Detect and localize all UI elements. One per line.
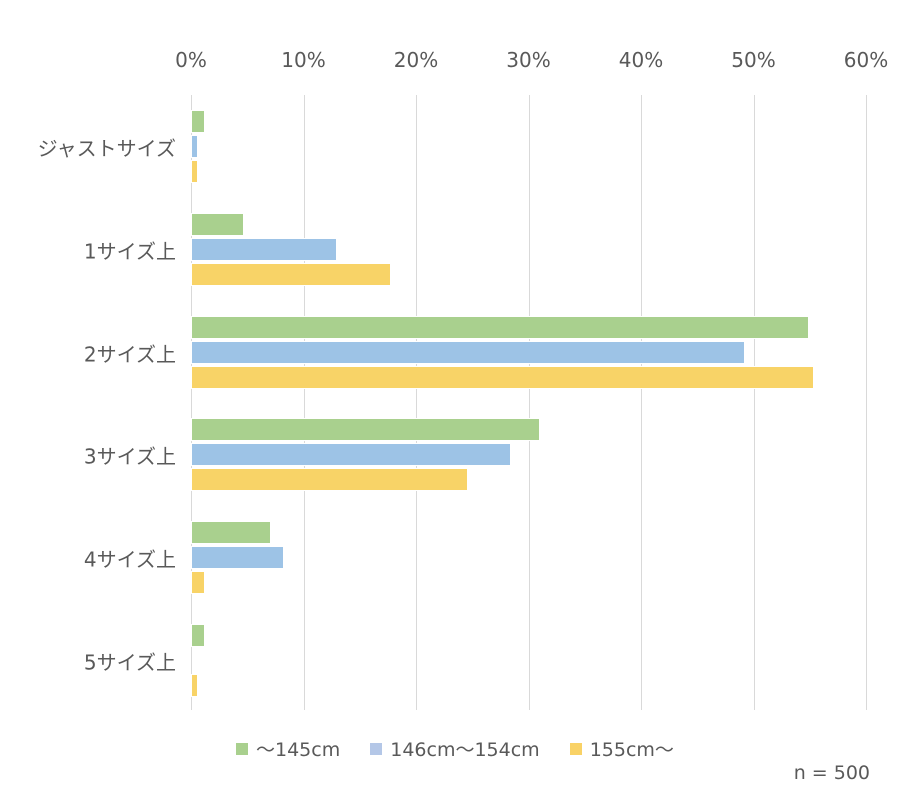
bar [191,110,205,133]
legend-label: 155cm～ [589,739,674,761]
bar [191,237,338,261]
x-tick-label: 20% [393,48,439,72]
category-label: 2サイズ上 [83,342,176,367]
legend-item-series-3: 155cm～ [569,735,674,762]
sample-size-note: n = 500 [793,762,870,784]
category-label: 1サイズ上 [83,239,176,264]
legend-item-series-2: 146cm～154cm [370,735,540,762]
x-tick-label: 50% [731,48,776,72]
gridline [866,95,867,710]
x-tick-label: 30% [506,48,551,72]
bar [191,546,285,570]
legend-swatch-icon [370,742,383,755]
bar [191,262,392,286]
legend-swatch-icon [569,742,582,755]
bar [191,160,198,183]
category-label: 5サイズ上 [83,650,176,675]
bar [191,571,205,595]
x-tick-label: 60% [843,48,889,72]
gridline [529,95,530,710]
bar [191,674,198,697]
bar [191,340,745,364]
legend-item-series-1: ～145cm [236,735,340,762]
bar [191,468,468,492]
bar [191,418,540,442]
legend-label: 146cm～154cm [390,739,540,761]
bar [191,443,511,467]
bar [191,212,244,236]
x-tick-label: 40% [618,48,664,72]
gridline [641,95,642,710]
bar [191,135,198,158]
bar [191,315,809,339]
gridline [304,95,305,710]
x-tick-label: 10% [281,48,326,72]
category-label: ジャストサイズ [37,136,176,161]
bar [191,521,271,545]
category-label: 4サイズ上 [83,547,176,572]
gridline [416,95,417,710]
bar [191,365,815,389]
bar [191,624,205,647]
gridline [754,95,755,710]
legend-swatch-icon [236,742,248,755]
x-tick-label: 0% [175,48,207,72]
gridline [191,95,192,710]
legend: ～145cm 146cm～154cm 155cm～ [236,735,704,762]
legend-label: ～145cm [256,739,341,761]
category-label: 3サイズ上 [83,444,176,469]
